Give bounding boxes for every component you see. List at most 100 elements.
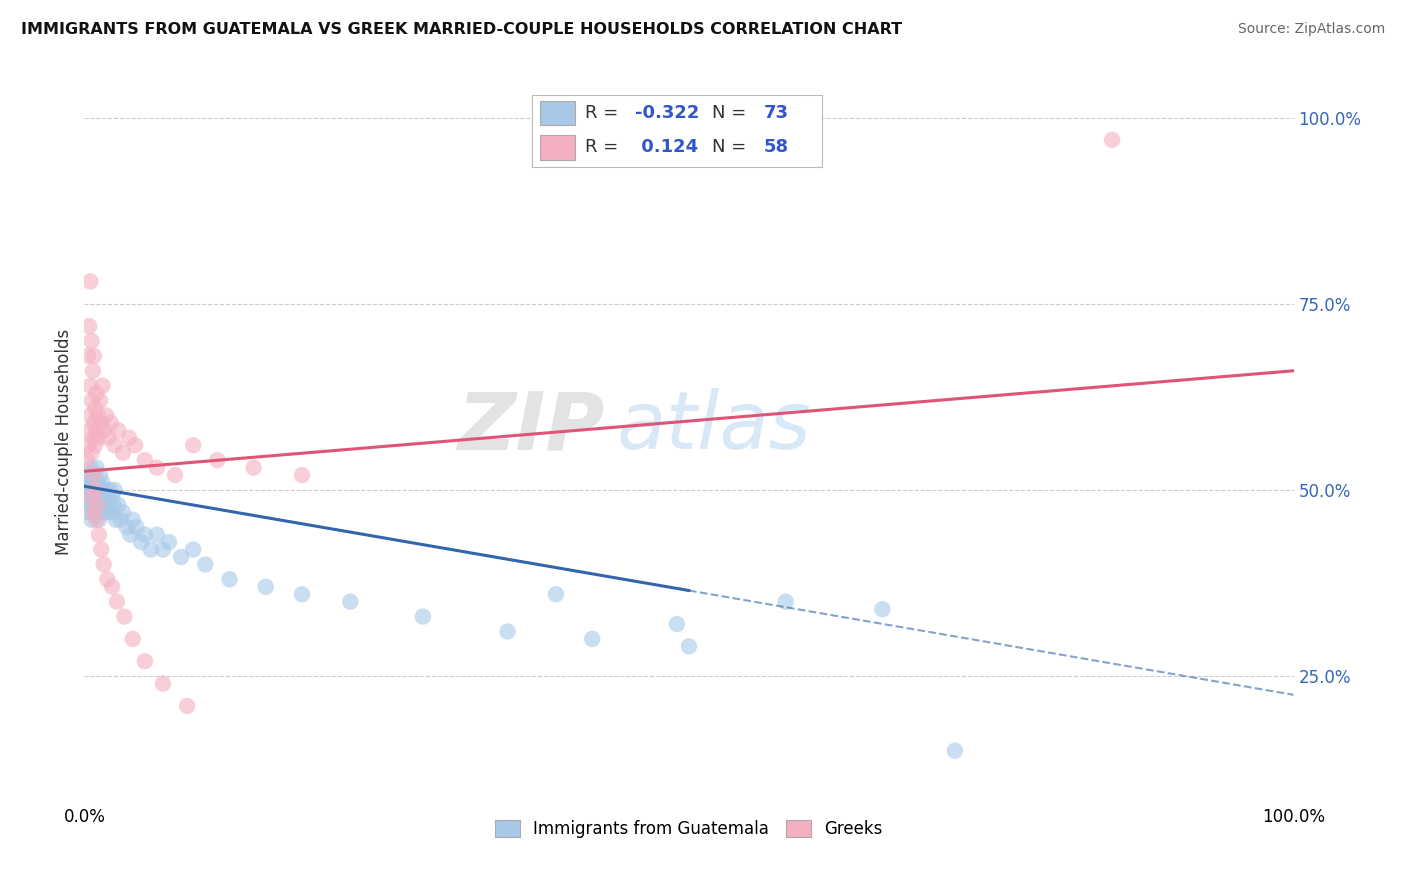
Point	[152, 676, 174, 690]
Point	[76, 483, 98, 497]
Point	[77, 349, 100, 363]
Point	[76, 453, 98, 467]
Point	[254, 580, 277, 594]
Point	[115, 520, 138, 534]
Point	[110, 513, 132, 527]
Point	[194, 558, 217, 572]
Point	[77, 483, 100, 497]
Point	[134, 654, 156, 668]
Point	[339, 595, 361, 609]
Point	[146, 460, 169, 475]
Point	[86, 505, 108, 519]
Point	[80, 446, 103, 460]
Point	[91, 378, 114, 392]
Point	[581, 632, 603, 646]
Point	[77, 491, 100, 505]
Legend: Immigrants from Guatemala, Greeks: Immigrants from Guatemala, Greeks	[488, 814, 890, 845]
Point	[107, 423, 129, 437]
Point	[496, 624, 519, 639]
Point	[170, 549, 193, 564]
Point	[152, 542, 174, 557]
Point	[98, 483, 121, 497]
Point	[872, 602, 894, 616]
Point	[82, 475, 104, 490]
Point	[83, 483, 105, 497]
Y-axis label: Married-couple Households: Married-couple Households	[55, 328, 73, 555]
Point	[82, 491, 104, 505]
Point	[87, 483, 110, 497]
Point	[104, 513, 127, 527]
Point	[105, 595, 128, 609]
Point	[665, 617, 688, 632]
Point	[83, 416, 105, 430]
Point	[165, 468, 187, 483]
Point	[80, 498, 103, 512]
Point	[412, 609, 434, 624]
Point	[80, 334, 103, 348]
Point	[77, 505, 100, 519]
Point	[86, 460, 108, 475]
Point	[100, 416, 122, 430]
Point	[112, 609, 135, 624]
Point	[96, 491, 118, 505]
Point	[86, 513, 108, 527]
Point	[80, 393, 103, 408]
Point	[146, 527, 169, 541]
Point	[93, 498, 115, 512]
Point	[181, 438, 204, 452]
Point	[87, 431, 110, 445]
Point	[104, 438, 127, 452]
Point	[91, 475, 114, 490]
Point	[77, 438, 100, 452]
Point	[242, 460, 264, 475]
Point	[103, 498, 125, 512]
Point	[101, 580, 124, 594]
Point	[77, 475, 100, 490]
Point	[101, 491, 124, 505]
Point	[86, 423, 108, 437]
Point	[84, 401, 107, 415]
Point	[94, 483, 117, 497]
Point	[775, 595, 797, 609]
Point	[89, 393, 111, 408]
Point	[181, 542, 204, 557]
Point	[120, 527, 142, 541]
Point	[86, 409, 108, 423]
Point	[544, 587, 567, 601]
Point	[90, 416, 112, 430]
Point	[84, 483, 107, 497]
Point	[79, 378, 101, 392]
Point	[79, 498, 101, 512]
Point	[80, 513, 103, 527]
Point	[90, 483, 112, 497]
Point	[118, 431, 141, 445]
Point	[82, 505, 104, 519]
Point	[121, 513, 143, 527]
Point	[94, 505, 117, 519]
Point	[291, 468, 314, 483]
Point	[87, 513, 110, 527]
Point	[93, 423, 115, 437]
Point	[82, 505, 104, 519]
Point	[104, 483, 127, 497]
Point	[157, 535, 180, 549]
Point	[83, 349, 105, 363]
Point	[943, 744, 966, 758]
Point	[79, 483, 101, 497]
Text: IMMIGRANTS FROM GUATEMALA VS GREEK MARRIED-COUPLE HOUSEHOLDS CORRELATION CHART: IMMIGRANTS FROM GUATEMALA VS GREEK MARRI…	[21, 22, 903, 37]
Point	[218, 572, 240, 586]
Point	[80, 468, 103, 483]
Point	[79, 460, 101, 475]
Point	[83, 468, 105, 483]
Point	[86, 498, 108, 512]
Text: Source: ZipAtlas.com: Source: ZipAtlas.com	[1237, 22, 1385, 37]
Point	[291, 587, 314, 601]
Point	[80, 491, 103, 505]
Point	[107, 498, 129, 512]
Point	[129, 535, 152, 549]
Point	[134, 453, 156, 467]
Point	[94, 409, 117, 423]
Point	[90, 498, 112, 512]
Point	[77, 423, 100, 437]
Point	[112, 505, 135, 519]
